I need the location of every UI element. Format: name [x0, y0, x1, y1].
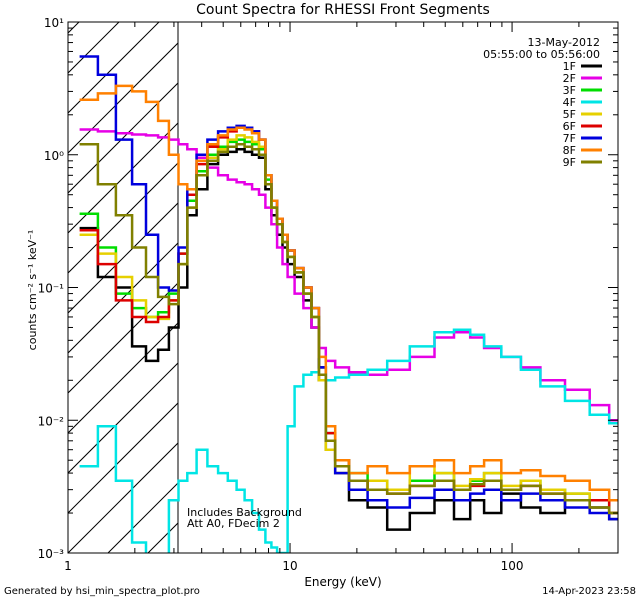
series-9F — [79, 142, 618, 515]
y-tick-label: 10⁻¹ — [38, 282, 65, 296]
x-tick-label: 10 — [282, 559, 297, 573]
legend-label-5F: 5F — [563, 108, 576, 121]
legend-label-1F: 1F — [563, 60, 576, 73]
legend-label-2F: 2F — [563, 72, 576, 85]
series-4F — [79, 328, 618, 553]
y-tick-label: 10⁻² — [38, 414, 65, 428]
x-axis-label: Energy (keV) — [304, 575, 381, 589]
hatch-line — [68, 402, 178, 514]
legend-label-6F: 6F — [563, 120, 576, 133]
y-tick-label: 10¹ — [44, 16, 64, 30]
footer-timestamp: 14-Apr-2023 23:58 — [542, 586, 636, 597]
hatch-line — [68, 42, 178, 154]
info-time-range: 05:55:00 to 05:56:00 — [483, 48, 600, 61]
x-tick-label: 100 — [501, 559, 524, 573]
hatch-line — [68, 162, 178, 274]
hatch-line — [68, 22, 160, 114]
legend-label-4F: 4F — [563, 96, 576, 109]
legend-label-9F: 9F — [563, 156, 576, 169]
chart-title: Count Spectra for RHESSI Front Segments — [196, 2, 490, 18]
hatch-line — [68, 22, 120, 74]
annotation-background: Includes Background — [187, 506, 302, 519]
x-tick-label: 1 — [64, 559, 72, 573]
legend-label-3F: 3F — [563, 84, 576, 97]
hatch-line — [68, 362, 178, 474]
legend-label-7F: 7F — [563, 132, 576, 145]
y-tick-label: 10⁰ — [44, 149, 64, 163]
legend-label-8F: 8F — [563, 144, 576, 157]
hatch-line — [68, 442, 178, 553]
annotation-attenuator: Att A0, FDecim 2 — [187, 517, 280, 530]
y-tick-label: 10⁻³ — [38, 547, 65, 561]
hatch-line — [68, 202, 178, 314]
info-date: 13-May-2012 — [528, 36, 600, 49]
footer-generator: Generated by hsi_min_spectra_plot.pro — [4, 586, 200, 597]
hatch-line — [68, 242, 178, 354]
excluded-region — [68, 22, 178, 553]
y-axis-label: counts cm⁻² s⁻¹ keV⁻¹ — [26, 230, 39, 351]
